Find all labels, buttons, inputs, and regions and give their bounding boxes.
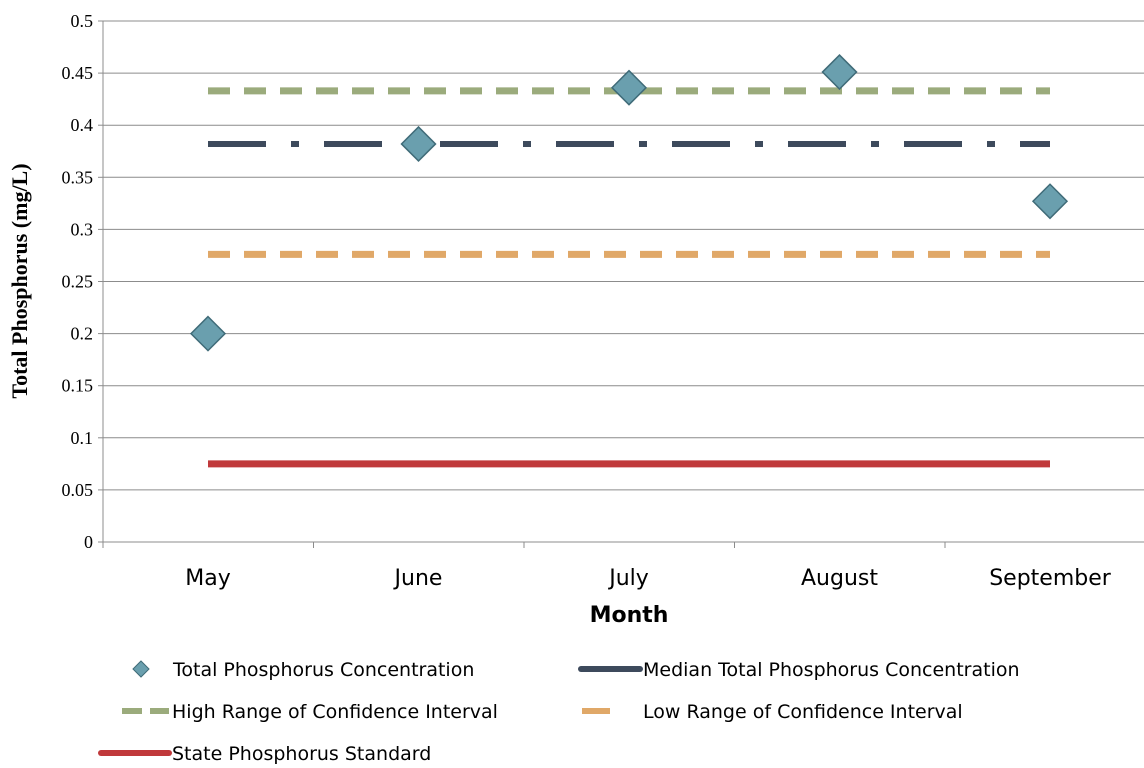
y-tick-label: 0 <box>84 532 93 552</box>
data-point-diamond <box>610 69 648 106</box>
legend: Total Phosphorus Concentration Median Tot… <box>98 659 1020 765</box>
legend-swatch <box>132 660 150 678</box>
x-tick-label: July <box>607 566 649 591</box>
legend-item: Low Range of Confidence Interval <box>582 701 963 723</box>
x-tick-label: September <box>989 566 1112 591</box>
y-tick-label: 0.05 <box>62 480 94 500</box>
data-point-diamond <box>821 53 858 91</box>
y-tick-label: 0.2 <box>71 324 94 344</box>
legend-item: Total Phosphorus Concentration <box>132 659 474 681</box>
legend-label: State Phosphorus Standard <box>172 743 431 765</box>
y-tick-label: 0.25 <box>62 272 94 292</box>
legend-item: State Phosphorus Standard <box>98 743 431 765</box>
y-tick-label: 0.45 <box>62 63 94 83</box>
y-tick-label: 0.4 <box>71 115 94 135</box>
legend-label: High Range of Confidence Interval <box>172 701 498 723</box>
data-point-diamond <box>189 315 227 352</box>
x-tick-label: May <box>185 566 230 591</box>
data-point-diamond <box>400 125 437 163</box>
axes <box>102 21 1144 547</box>
series-layer <box>189 53 1069 468</box>
legend-item: Median Total Phosphorus Concentration <box>578 659 1020 681</box>
x-tick-label: August <box>801 566 878 591</box>
y-tick-label: 0.1 <box>71 428 94 448</box>
legend-item: High Range of Confidence Interval <box>122 701 498 723</box>
x-axis-ticks: May June July August September <box>102 542 1112 591</box>
x-tick-label: June <box>393 566 443 591</box>
y-tick-label: 0.3 <box>71 219 94 239</box>
data-point-diamond <box>1031 183 1069 220</box>
y-tick-label: 0.5 <box>71 11 94 31</box>
y-tick-label: 0.35 <box>62 167 94 187</box>
legend-label: Low Range of Confidence Interval <box>643 701 963 723</box>
legend-label: Median Total Phosphorus Concentration <box>643 659 1020 681</box>
x-axis-title: Month <box>590 603 669 628</box>
y-axis-title: Total Phosphorus (mg/L) <box>7 163 32 398</box>
y-tick-label: 0.15 <box>62 376 94 396</box>
gridlines <box>103 20 1144 491</box>
legend-label: Total Phosphorus Concentration <box>172 659 474 681</box>
y-axis-ticks: 0 0.05 0.1 0.15 0.2 0.25 0.3 0.35 0.4 0.45 0.5 <box>62 11 103 552</box>
